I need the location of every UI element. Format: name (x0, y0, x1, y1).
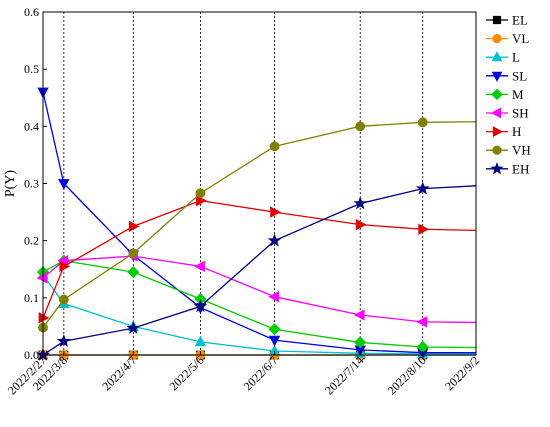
legend-label: EL (512, 13, 528, 28)
data-point-h (418, 223, 430, 235)
y-tick-label: 0.4 (24, 119, 39, 133)
y-tick-label: 0.1 (24, 291, 39, 305)
legend-marker (491, 71, 503, 82)
series-eh (36, 181, 477, 361)
x-tick-label: 2022/8/10 (385, 353, 429, 397)
x-tick-label: 2022/7/14 (322, 353, 366, 397)
data-point-eh (267, 233, 282, 247)
data-point-vh (195, 188, 206, 199)
x-tick-label: 2022/6/7 (241, 353, 281, 393)
legend-item-vh: VH (486, 143, 531, 158)
y-tick-label: 0.0 (24, 348, 39, 362)
data-point-h (59, 260, 71, 273)
y-tick-label: 0.5 (24, 62, 39, 76)
legend-marker (490, 107, 502, 119)
legend-label: H (512, 124, 521, 139)
data-point-sh (268, 291, 279, 303)
data-point-vh (417, 117, 428, 128)
legend-item-m: M (486, 87, 524, 102)
legend-marker (492, 145, 502, 155)
data-point-sh (416, 316, 428, 328)
x-tick-label: 2022/4/7 (99, 353, 139, 393)
legend-marker (491, 51, 503, 62)
data-point-vh (355, 121, 366, 132)
data-point-h (128, 220, 140, 233)
legend-marker (492, 126, 504, 137)
data-point-eh (415, 181, 430, 195)
legend-item-el: EL (486, 13, 528, 28)
data-point-m (268, 323, 281, 336)
series-line-m (42, 260, 477, 349)
data-point-l (194, 335, 207, 347)
series-sl (37, 87, 476, 360)
data-point-eh (57, 334, 71, 348)
data-point-eh (193, 299, 208, 313)
series-l (37, 268, 476, 359)
legend-item-h: H (486, 124, 521, 139)
series-h (38, 194, 477, 324)
legend-item-l: L (486, 50, 520, 65)
legend: EL VL L SL M SH H VH EH (486, 13, 531, 176)
series-line-eh (42, 185, 477, 356)
data-point-vh (269, 141, 280, 152)
data-point-sh (36, 272, 48, 284)
data-point-eh (353, 196, 368, 210)
legend-label: L (512, 50, 520, 65)
data-point-m (354, 336, 367, 349)
data-point-eh (126, 320, 141, 334)
legend-item-sh: SH (486, 106, 529, 121)
series-line-l (42, 274, 476, 355)
legend-label: M (512, 87, 524, 102)
data-point-sl (268, 335, 281, 347)
y-tick-label: 0.6 (24, 5, 39, 19)
data-point-sh (353, 309, 365, 321)
legend-label: EH (512, 161, 529, 176)
data-point-m (127, 266, 140, 279)
y-tick-label: 0.2 (24, 234, 39, 248)
legend-marker (490, 161, 504, 175)
series-line-sh (42, 255, 477, 324)
data-point-sl (58, 179, 70, 190)
legend-label: SH (512, 106, 529, 121)
data-point-h (38, 312, 50, 324)
legend-marker (492, 33, 502, 44)
legend-item-eh: EH (486, 161, 529, 176)
x-tick-label: 2022/9/2 (442, 353, 482, 393)
series-line-vh (42, 121, 477, 328)
legend-label: VH (512, 143, 531, 158)
legend-marker (491, 88, 503, 101)
data-point-h (196, 194, 207, 207)
data-point-h (270, 206, 281, 218)
x-tick-label: 2022/5/6 (167, 353, 207, 393)
series-layer (36, 87, 477, 361)
y-tick-label: 0.3 (24, 177, 39, 191)
legend-item-vl: VL (486, 31, 529, 46)
legend-item-sl: SL (486, 68, 527, 83)
legend-marker (492, 15, 502, 25)
legend-label: SL (512, 68, 527, 83)
plot-frame (42, 11, 477, 356)
legend-label: VL (512, 31, 529, 46)
grid-layer (63, 12, 424, 355)
y-axis-title: P(Y) (3, 170, 18, 198)
data-point-h (355, 218, 367, 231)
data-point-sh (194, 260, 205, 273)
data-point-vh (58, 294, 69, 305)
series-line-h (42, 199, 477, 319)
series-m (36, 254, 477, 354)
data-point-vh (128, 248, 139, 259)
series-sh (36, 250, 477, 328)
series-line-sl (42, 91, 476, 354)
